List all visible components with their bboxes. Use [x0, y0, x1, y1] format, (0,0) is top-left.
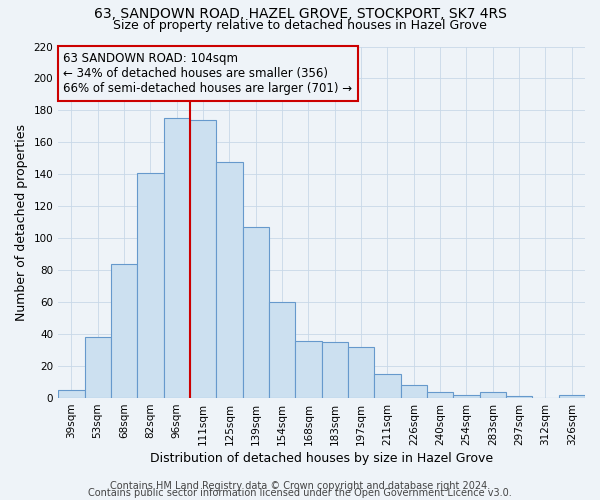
Bar	[85, 338, 111, 398]
Bar	[453, 395, 479, 398]
X-axis label: Distribution of detached houses by size in Hazel Grove: Distribution of detached houses by size …	[150, 452, 493, 465]
Bar	[58, 390, 85, 398]
Bar	[111, 264, 137, 398]
Bar	[559, 395, 585, 398]
Text: 63 SANDOWN ROAD: 104sqm
← 34% of detached houses are smaller (356)
66% of semi-d: 63 SANDOWN ROAD: 104sqm ← 34% of detache…	[64, 52, 353, 95]
Bar	[506, 396, 532, 398]
Bar	[269, 302, 295, 398]
Bar	[137, 172, 164, 398]
Bar	[479, 392, 506, 398]
Bar	[190, 120, 216, 398]
Text: Contains HM Land Registry data © Crown copyright and database right 2024.: Contains HM Land Registry data © Crown c…	[110, 481, 490, 491]
Bar	[348, 347, 374, 398]
Bar	[427, 392, 453, 398]
Text: 63, SANDOWN ROAD, HAZEL GROVE, STOCKPORT, SK7 4RS: 63, SANDOWN ROAD, HAZEL GROVE, STOCKPORT…	[94, 8, 506, 22]
Y-axis label: Number of detached properties: Number of detached properties	[15, 124, 28, 321]
Bar	[401, 386, 427, 398]
Bar	[164, 118, 190, 398]
Bar	[242, 227, 269, 398]
Bar	[374, 374, 401, 398]
Text: Size of property relative to detached houses in Hazel Grove: Size of property relative to detached ho…	[113, 19, 487, 32]
Text: Contains public sector information licensed under the Open Government Licence v3: Contains public sector information licen…	[88, 488, 512, 498]
Bar	[216, 162, 242, 398]
Bar	[295, 340, 322, 398]
Bar	[322, 342, 348, 398]
